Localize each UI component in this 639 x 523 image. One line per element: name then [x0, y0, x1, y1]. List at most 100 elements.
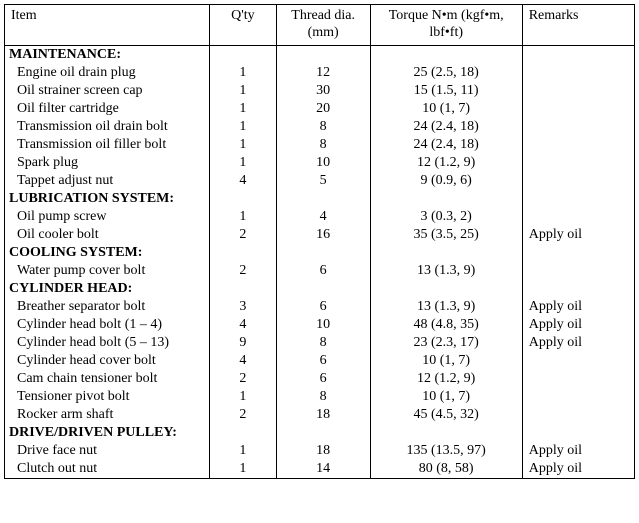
cell-item: Transmission oil drain bolt — [5, 118, 210, 136]
item-label: Oil strainer screen cap — [9, 83, 143, 99]
cell-torque: 9 (0.9, 6) — [370, 172, 522, 190]
cell-remarks — [522, 118, 634, 136]
cell-qty: 1 — [210, 100, 276, 118]
cell-qty: 2 — [210, 406, 276, 424]
cell-thread: 5 — [276, 172, 370, 190]
item-label: Clutch out nut — [9, 461, 97, 477]
table-row: Transmission oil drain bolt1824 (2.4, 18… — [5, 118, 635, 136]
table-body: MAINTENANCE:Engine oil drain plug11225 (… — [5, 45, 635, 478]
table-row: Oil pump screw143 (0.3, 2) — [5, 208, 635, 226]
item-label: Cylinder head cover bolt — [9, 353, 156, 369]
table-row: Breather separator bolt3613 (1.3, 9)Appl… — [5, 298, 635, 316]
cell-item: Oil filter cartridge — [5, 100, 210, 118]
cell-item: Tensioner pivot bolt — [5, 388, 210, 406]
cell-thread: 6 — [276, 370, 370, 388]
section-title: COOLING SYSTEM: — [5, 244, 210, 262]
section-header-row: LUBRICATION SYSTEM: — [5, 190, 635, 208]
table-row: Spark plug11012 (1.2, 9) — [5, 154, 635, 172]
cell-qty: 2 — [210, 226, 276, 244]
item-label: Tensioner pivot bolt — [9, 389, 130, 405]
empty-cell — [522, 45, 634, 64]
empty-cell — [276, 190, 370, 208]
cell-torque: 35 (3.5, 25) — [370, 226, 522, 244]
section-header-row: COOLING SYSTEM: — [5, 244, 635, 262]
cell-remarks: Apply oil — [522, 442, 634, 460]
empty-cell — [276, 424, 370, 442]
cell-qty: 2 — [210, 262, 276, 280]
cell-thread: 18 — [276, 406, 370, 424]
cell-torque: 12 (1.2, 9) — [370, 154, 522, 172]
cell-qty: 2 — [210, 370, 276, 388]
table-row: Tappet adjust nut459 (0.9, 6) — [5, 172, 635, 190]
cell-qty: 1 — [210, 82, 276, 100]
cell-torque: 13 (1.3, 9) — [370, 298, 522, 316]
cell-qty: 4 — [210, 172, 276, 190]
cell-torque: 24 (2.4, 18) — [370, 136, 522, 154]
cell-thread: 16 — [276, 226, 370, 244]
cell-remarks: Apply oil — [522, 460, 634, 479]
item-label: Cylinder head bolt (5 – 13) — [9, 335, 169, 351]
table-row: Water pump cover bolt2613 (1.3, 9) — [5, 262, 635, 280]
col-header-thread: Thread dia. (mm) — [276, 5, 370, 46]
cell-remarks: Apply oil — [522, 298, 634, 316]
empty-cell — [370, 244, 522, 262]
section-title: MAINTENANCE: — [5, 45, 210, 64]
empty-cell — [522, 244, 634, 262]
cell-torque: 15 (1.5, 11) — [370, 82, 522, 100]
cell-thread: 8 — [276, 334, 370, 352]
cell-thread: 10 — [276, 154, 370, 172]
item-label: Drive face nut — [9, 443, 97, 459]
header-row: Item Q'ty Thread dia. (mm) Torque N•m (k… — [5, 5, 635, 46]
table-row: Cylinder head cover bolt4610 (1, 7) — [5, 352, 635, 370]
table-row: Drive face nut118135 (13.5, 97)Apply oil — [5, 442, 635, 460]
empty-cell — [522, 424, 634, 442]
empty-cell — [522, 280, 634, 298]
cell-qty: 1 — [210, 388, 276, 406]
item-label: Cam chain tensioner bolt — [9, 371, 157, 387]
table-row: Tensioner pivot bolt1810 (1, 7) — [5, 388, 635, 406]
item-label: Breather separator bolt — [9, 299, 145, 315]
empty-cell — [276, 45, 370, 64]
cell-remarks: Apply oil — [522, 316, 634, 334]
empty-cell — [370, 45, 522, 64]
cell-torque: 24 (2.4, 18) — [370, 118, 522, 136]
cell-qty: 1 — [210, 154, 276, 172]
empty-cell — [370, 280, 522, 298]
cell-remarks — [522, 136, 634, 154]
cell-item: Drive face nut — [5, 442, 210, 460]
cell-torque: 13 (1.3, 9) — [370, 262, 522, 280]
table-row: Oil cooler bolt21635 (3.5, 25)Apply oil — [5, 226, 635, 244]
item-label: Transmission oil filler bolt — [9, 137, 166, 153]
cell-torque: 12 (1.2, 9) — [370, 370, 522, 388]
empty-cell — [370, 190, 522, 208]
col-header-item: Item — [5, 5, 210, 46]
cell-qty: 1 — [210, 442, 276, 460]
cell-torque: 3 (0.3, 2) — [370, 208, 522, 226]
cell-remarks — [522, 82, 634, 100]
table-row: Clutch out nut11480 (8, 58)Apply oil — [5, 460, 635, 479]
cell-thread: 20 — [276, 100, 370, 118]
cell-qty: 9 — [210, 334, 276, 352]
cell-thread: 6 — [276, 262, 370, 280]
empty-cell — [210, 424, 276, 442]
cell-thread: 6 — [276, 352, 370, 370]
cell-remarks — [522, 154, 634, 172]
table-row: Oil filter cartridge12010 (1, 7) — [5, 100, 635, 118]
cell-torque: 23 (2.3, 17) — [370, 334, 522, 352]
cell-torque: 45 (4.5, 32) — [370, 406, 522, 424]
cell-remarks — [522, 172, 634, 190]
table-row: Cam chain tensioner bolt 2612 (1.2, 9) — [5, 370, 635, 388]
cell-item: Oil cooler bolt — [5, 226, 210, 244]
cell-torque: 80 (8, 58) — [370, 460, 522, 479]
cell-qty: 1 — [210, 208, 276, 226]
table-row: Rocker arm shaft21845 (4.5, 32) — [5, 406, 635, 424]
table-row: Oil strainer screen cap13015 (1.5, 11) — [5, 82, 635, 100]
cell-thread: 4 — [276, 208, 370, 226]
cell-remarks: Apply oil — [522, 226, 634, 244]
item-label: Engine oil drain plug — [9, 65, 136, 81]
cell-remarks: Apply oil — [522, 334, 634, 352]
cell-thread: 10 — [276, 316, 370, 334]
cell-item: Water pump cover bolt — [5, 262, 210, 280]
cell-qty: 1 — [210, 64, 276, 82]
cell-thread: 8 — [276, 136, 370, 154]
